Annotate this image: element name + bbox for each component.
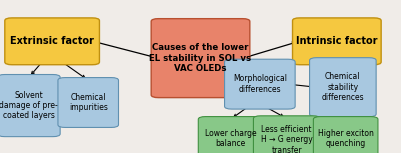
Text: Morphological
differences: Morphological differences	[233, 75, 287, 94]
FancyBboxPatch shape	[5, 18, 99, 65]
FancyBboxPatch shape	[314, 117, 378, 153]
FancyBboxPatch shape	[310, 58, 376, 117]
Text: Solvent
damage of pre-
coated layers: Solvent damage of pre- coated layers	[0, 91, 58, 120]
Text: Lower charge
balance: Lower charge balance	[205, 129, 256, 148]
FancyBboxPatch shape	[151, 19, 250, 98]
Text: Chemical
stability
differences: Chemical stability differences	[322, 72, 364, 102]
Text: Causes of the lower
EL stability in SOL vs
VAC OLEDs: Causes of the lower EL stability in SOL …	[150, 43, 251, 73]
Text: Less efficient
H → G energy
transfer: Less efficient H → G energy transfer	[261, 125, 313, 153]
Text: Higher exciton
quenching: Higher exciton quenching	[318, 129, 374, 148]
FancyBboxPatch shape	[253, 116, 320, 153]
Text: Intrinsic factor: Intrinsic factor	[296, 36, 378, 46]
Text: Chemical
impurities: Chemical impurities	[69, 93, 107, 112]
FancyBboxPatch shape	[225, 59, 295, 109]
FancyBboxPatch shape	[198, 117, 263, 153]
FancyBboxPatch shape	[0, 75, 60, 137]
FancyBboxPatch shape	[58, 78, 119, 127]
FancyBboxPatch shape	[292, 18, 381, 65]
Text: Extrinsic factor: Extrinsic factor	[10, 36, 94, 46]
